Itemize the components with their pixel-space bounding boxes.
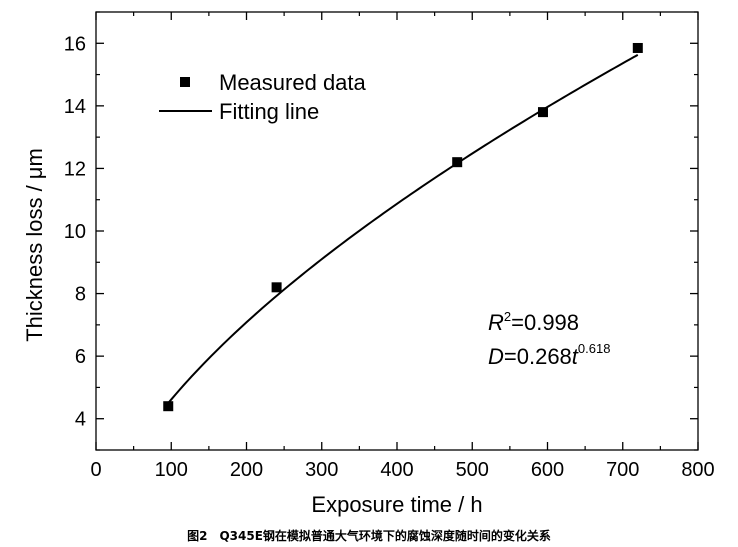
chart: 0 100 200 300 400 500 600 700 800 4 6 8 10 12 14 16 Exp… bbox=[22, 11, 715, 517]
y-tick-label: 12 bbox=[64, 158, 86, 180]
x-tick-label: 600 bbox=[531, 459, 564, 481]
y-tick-label: 14 bbox=[64, 96, 86, 118]
legend-label-measured: Measured data bbox=[219, 70, 367, 95]
fit-equation-annotation: D=0.268t0.618 bbox=[488, 341, 610, 369]
data-point bbox=[163, 401, 174, 412]
equation-coefficient: =0.268 bbox=[504, 344, 572, 369]
legend-label-fitting: Fitting line bbox=[219, 99, 319, 124]
y-tick-label: 10 bbox=[64, 221, 86, 243]
equation-variable: t bbox=[572, 344, 579, 369]
equation-lhs: D bbox=[488, 344, 504, 369]
x-tick-label: 700 bbox=[606, 459, 639, 481]
measured-markers bbox=[163, 42, 643, 412]
figure-caption: 图2 Q345E钢在模拟普通大气环境下的腐蚀深度随时间的变化关系 bbox=[187, 529, 551, 543]
y-tick-label: 6 bbox=[75, 346, 86, 368]
data-point bbox=[632, 42, 643, 53]
y-tick-label: 16 bbox=[64, 33, 86, 55]
x-tick-label: 400 bbox=[380, 459, 413, 481]
r-squared-annotation: R2=0.998 bbox=[488, 309, 579, 335]
y-tick-label: 8 bbox=[75, 284, 86, 306]
r2-symbol: R bbox=[488, 310, 504, 335]
x-axis-title: Exposure time / h bbox=[311, 492, 482, 517]
x-tick-label: 0 bbox=[90, 459, 101, 481]
y-axis-title: Thickness loss / μm bbox=[22, 148, 47, 342]
legend-marker-measured bbox=[180, 77, 190, 87]
legend: Measured data Fitting line bbox=[159, 70, 367, 124]
data-point bbox=[271, 282, 282, 293]
r2-superscript: 2 bbox=[504, 309, 511, 324]
fitting-line bbox=[167, 53, 639, 404]
y-tick-label: 4 bbox=[75, 409, 86, 431]
equation-exponent: 0.618 bbox=[578, 341, 611, 356]
x-tick-label: 100 bbox=[155, 459, 188, 481]
data-point bbox=[537, 107, 548, 118]
x-tick-label: 300 bbox=[305, 459, 338, 481]
x-tick-label: 200 bbox=[230, 459, 263, 481]
axes: 0 100 200 300 400 500 600 700 800 4 6 8 10 12 14 16 bbox=[64, 11, 715, 481]
x-tick-label: 800 bbox=[681, 459, 714, 481]
data-point bbox=[452, 157, 463, 168]
r2-value: =0.998 bbox=[511, 310, 579, 335]
x-tick-label: 500 bbox=[456, 459, 489, 481]
